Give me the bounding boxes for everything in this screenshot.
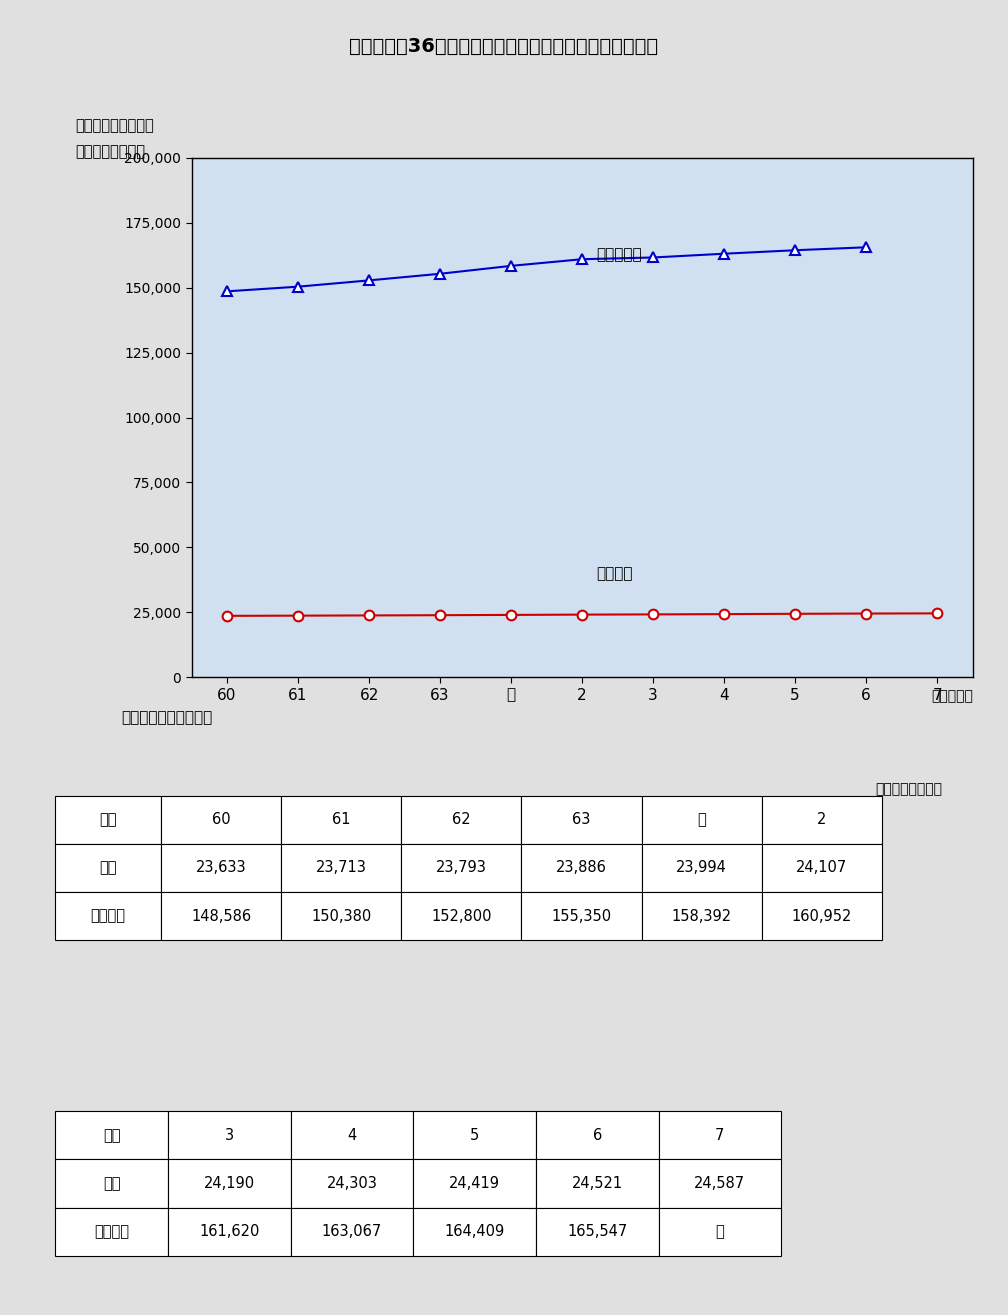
Text: 23,633: 23,633: [196, 860, 246, 876]
Text: 23,886: 23,886: [556, 860, 607, 876]
Text: （単位：局、本）: （単位：局、本）: [876, 782, 942, 797]
Text: ポスト数: ポスト数: [94, 1224, 129, 1239]
Bar: [536, 1160, 658, 1207]
Text: －: －: [716, 1224, 725, 1239]
Text: 23,713: 23,713: [316, 860, 367, 876]
Bar: [536, 1207, 658, 1256]
Text: 5: 5: [470, 1128, 479, 1143]
Text: 郵便ポスト: 郵便ポスト: [597, 247, 642, 262]
Text: 161,620: 161,620: [199, 1224, 259, 1239]
Bar: [55, 892, 161, 940]
Bar: [413, 1207, 536, 1256]
Bar: [281, 892, 401, 940]
Bar: [762, 796, 882, 844]
Text: 24,190: 24,190: [204, 1176, 255, 1191]
Bar: [641, 892, 762, 940]
Bar: [658, 1207, 781, 1256]
Text: 4: 4: [348, 1128, 357, 1143]
Bar: [658, 1111, 781, 1160]
Bar: [168, 1207, 290, 1256]
Text: 6: 6: [593, 1128, 602, 1143]
Bar: [161, 796, 281, 844]
Bar: [762, 844, 882, 892]
Text: 郵便局数: 郵便局数: [597, 567, 633, 581]
Bar: [290, 1207, 413, 1256]
Text: 年度: 年度: [100, 813, 117, 827]
Bar: [161, 892, 281, 940]
Bar: [413, 1111, 536, 1160]
Text: 年度: 年度: [103, 1128, 120, 1143]
Text: 24,107: 24,107: [796, 860, 848, 876]
Text: 160,952: 160,952: [791, 909, 852, 923]
Bar: [281, 844, 401, 892]
Text: 155,350: 155,350: [551, 909, 612, 923]
Bar: [401, 796, 521, 844]
Text: 62: 62: [452, 813, 471, 827]
Text: 164,409: 164,409: [445, 1224, 505, 1239]
Text: 7: 7: [716, 1128, 725, 1143]
Bar: [168, 1160, 290, 1207]
Text: 23,994: 23,994: [676, 860, 727, 876]
Bar: [762, 892, 882, 940]
Text: 局数: 局数: [100, 860, 117, 876]
Bar: [55, 1111, 168, 1160]
Bar: [290, 1111, 413, 1160]
Bar: [290, 1160, 413, 1207]
Text: 63: 63: [573, 813, 591, 827]
Text: ポスト数: ポスト数: [91, 909, 126, 923]
Text: 158,392: 158,392: [671, 909, 732, 923]
Bar: [401, 844, 521, 892]
Text: 24,419: 24,419: [450, 1176, 500, 1191]
Text: 61: 61: [332, 813, 351, 827]
Text: （年度末）: （年度末）: [930, 689, 973, 704]
Bar: [521, 892, 641, 940]
Bar: [401, 892, 521, 940]
Text: 23,793: 23,793: [435, 860, 487, 876]
Text: 24,303: 24,303: [327, 1176, 377, 1191]
Text: 郵政省資料により作成: 郵政省資料により作成: [121, 710, 213, 725]
Text: 第１－１－36図　郵便局数及び郵便ポスト設置数の推移: 第１－１－36図 郵便局数及び郵便ポスト設置数の推移: [350, 37, 658, 55]
Bar: [536, 1111, 658, 1160]
Text: 150,380: 150,380: [311, 909, 371, 923]
Text: 60: 60: [212, 813, 230, 827]
Bar: [55, 1160, 168, 1207]
Bar: [55, 844, 161, 892]
Bar: [658, 1160, 781, 1207]
Bar: [55, 1207, 168, 1256]
Text: 24,521: 24,521: [572, 1176, 623, 1191]
Bar: [55, 796, 161, 844]
Bar: [641, 796, 762, 844]
Bar: [161, 844, 281, 892]
Text: 152,800: 152,800: [431, 909, 492, 923]
Bar: [521, 796, 641, 844]
Text: （郵便局数：局）: （郵便局数：局）: [76, 145, 145, 159]
Bar: [641, 844, 762, 892]
Text: 24,587: 24,587: [695, 1176, 746, 1191]
Text: 163,067: 163,067: [322, 1224, 382, 1239]
Text: 3: 3: [225, 1128, 234, 1143]
Bar: [168, 1111, 290, 1160]
Text: 165,547: 165,547: [568, 1224, 627, 1239]
Text: 局数: 局数: [103, 1176, 120, 1191]
Bar: [521, 844, 641, 892]
Text: 元: 元: [698, 813, 706, 827]
Bar: [413, 1160, 536, 1207]
Bar: [281, 796, 401, 844]
Text: （郵便ポスト：本）: （郵便ポスト：本）: [76, 118, 154, 133]
Text: 148,586: 148,586: [191, 909, 251, 923]
Text: 2: 2: [817, 813, 827, 827]
